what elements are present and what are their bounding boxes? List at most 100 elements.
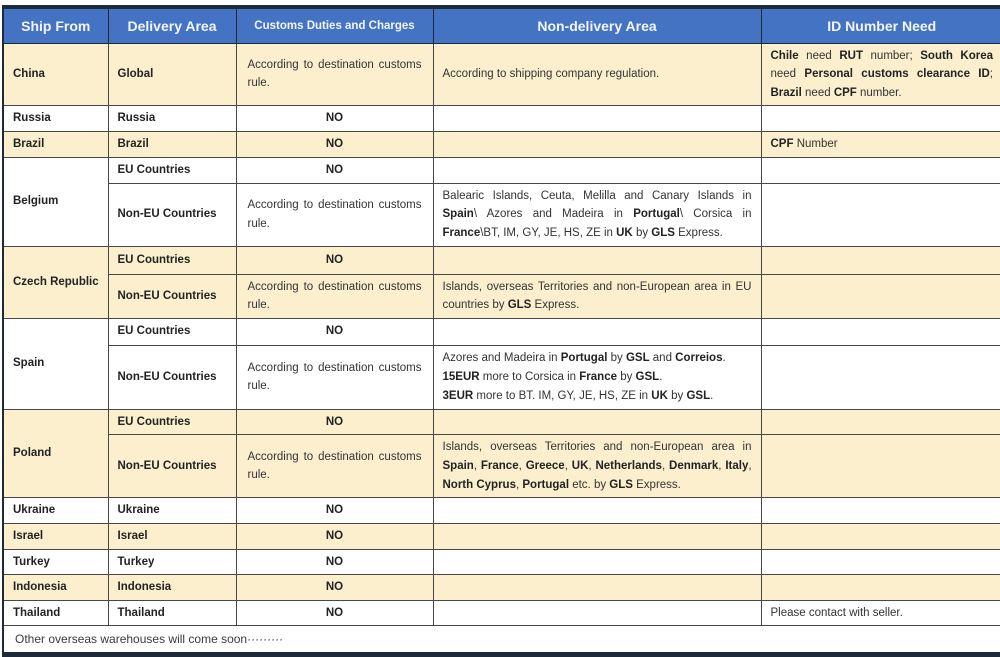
spain-eu-customs-cell: NO bbox=[235, 317, 434, 346]
belgium-non-eu-non-delivery-cell: Balearic Islands, Ceuta, Melilla and Can… bbox=[432, 182, 762, 247]
indonesia-delivery-area-cell: Indonesia bbox=[107, 574, 237, 601]
czech-eu-id-need-cell bbox=[760, 245, 1000, 275]
row-thailand: Thailand Thailand NO Please contact with… bbox=[2, 599, 1000, 627]
row-poland-non-eu: Non-EU Countries According to destinatio… bbox=[3, 434, 1000, 499]
poland-eu-non-delivery-cell bbox=[432, 408, 762, 436]
belgium-ship-from-cell: Belgium bbox=[2, 156, 109, 247]
poland-ship-from-cell: Poland bbox=[2, 408, 109, 499]
turkey-non-delivery-cell bbox=[432, 548, 762, 576]
israel-id-need-cell bbox=[760, 522, 1000, 550]
header-non-delivery-area: Non-delivery Area bbox=[432, 6, 762, 44]
thailand-id-need-cell: Please contact with seller. bbox=[760, 599, 1000, 627]
poland-eu-id-need-cell bbox=[760, 408, 1000, 436]
belgium-eu-area-cell: EU Countries bbox=[107, 156, 237, 184]
row-ukraine: Ukraine Ukraine NO bbox=[2, 497, 1000, 524]
turkey-customs-cell: NO bbox=[235, 548, 434, 576]
spain-non-eu-area-cell: Non-EU Countries bbox=[107, 344, 237, 410]
row-turkey: Turkey Turkey NO bbox=[2, 548, 1000, 576]
indonesia-id-need-cell bbox=[760, 574, 1000, 601]
china-ship-from-cell: China bbox=[2, 42, 109, 107]
header-ship-from: Ship From bbox=[2, 6, 109, 44]
row-spain-non-eu: Non-EU Countries According to destinatio… bbox=[3, 344, 1000, 410]
row-israel: Israel Israel NO bbox=[2, 522, 1000, 550]
row-poland-eu: Poland EU Countries NO bbox=[2, 408, 1000, 499]
thailand-delivery-area-cell: Thailand bbox=[107, 599, 237, 627]
israel-non-delivery-cell bbox=[432, 522, 762, 550]
header-customs-duties: Customs Duties and Charges bbox=[235, 6, 434, 44]
belgium-non-eu-id-need-cell bbox=[760, 182, 1000, 247]
row-czech-non-eu: Non-EU Countries According to destinatio… bbox=[3, 273, 1000, 319]
ukraine-ship-from-cell: Ukraine bbox=[2, 497, 109, 524]
czech-ship-from-cell: Czech Republic bbox=[2, 245, 109, 319]
china-delivery-area-cell: Global bbox=[107, 42, 237, 107]
brazil-delivery-area-cell: Brazil bbox=[107, 131, 237, 158]
header-row: Ship From Delivery Area Customs Duties a… bbox=[2, 6, 1000, 44]
indonesia-non-delivery-cell bbox=[432, 574, 762, 601]
israel-delivery-area-cell: Israel bbox=[107, 522, 237, 550]
belgium-eu-id-need-cell bbox=[760, 156, 1000, 184]
turkey-ship-from-cell: Turkey bbox=[2, 548, 109, 576]
russia-non-delivery-cell bbox=[432, 105, 762, 132]
czech-non-eu-non-delivery-cell: Islands, overseas Territories and non-Eu… bbox=[432, 273, 762, 319]
ukraine-customs-cell: NO bbox=[235, 497, 434, 524]
indonesia-ship-from-cell: Indonesia bbox=[2, 574, 109, 601]
poland-non-eu-id-need-cell bbox=[760, 434, 1000, 499]
belgium-non-eu-area-cell: Non-EU Countries bbox=[107, 182, 237, 247]
header-id-number-need: ID Number Need bbox=[760, 6, 1000, 44]
row-spain-eu: Spain EU Countries NO bbox=[2, 317, 1000, 410]
brazil-customs-cell: NO bbox=[235, 131, 434, 158]
row-footer-note: Other overseas warehouses will come soon… bbox=[2, 625, 1000, 656]
israel-ship-from-cell: Israel bbox=[2, 522, 109, 550]
ukraine-non-delivery-cell bbox=[432, 497, 762, 524]
poland-non-eu-area-cell: Non-EU Countries bbox=[107, 434, 237, 499]
spain-non-eu-non-delivery-cell: Azores and Madeira in Portugal by GSL an… bbox=[432, 344, 762, 410]
ukraine-delivery-area-cell: Ukraine bbox=[107, 497, 237, 524]
czech-non-eu-customs-cell: According to destination customs rule. bbox=[235, 273, 434, 319]
row-brazil: Brazil Brazil NO CPF Number bbox=[2, 131, 1000, 158]
row-russia: Russia Russia NO bbox=[2, 105, 1000, 132]
row-china: China Global According to destination cu… bbox=[2, 42, 1000, 107]
spain-eu-area-cell: EU Countries bbox=[107, 317, 237, 346]
spain-non-eu-id-need-cell bbox=[760, 344, 1000, 410]
czech-non-eu-area-cell: Non-EU Countries bbox=[107, 273, 237, 319]
header-delivery-area: Delivery Area bbox=[107, 6, 237, 44]
czech-eu-non-delivery-cell bbox=[432, 245, 762, 275]
turkey-delivery-area-cell: Turkey bbox=[107, 548, 237, 576]
israel-customs-cell: NO bbox=[235, 522, 434, 550]
ukraine-id-need-cell bbox=[760, 497, 1000, 524]
russia-customs-cell: NO bbox=[235, 105, 434, 132]
belgium-non-eu-customs-cell: According to destination customs rule. bbox=[235, 182, 434, 247]
russia-delivery-area-cell: Russia bbox=[107, 105, 237, 132]
poland-non-eu-customs-cell: According to destination customs rule. bbox=[235, 434, 434, 499]
china-customs-cell: According to destination customs rule. bbox=[235, 42, 434, 107]
spain-eu-non-delivery-cell bbox=[432, 317, 762, 346]
row-belgium-eu: Belgium EU Countries NO bbox=[2, 156, 1000, 247]
thailand-non-delivery-cell bbox=[432, 599, 762, 627]
czech-eu-customs-cell: NO bbox=[235, 245, 434, 275]
spain-eu-id-need-cell bbox=[760, 317, 1000, 346]
indonesia-customs-cell: NO bbox=[235, 574, 434, 601]
russia-ship-from-cell: Russia bbox=[2, 105, 109, 132]
spain-non-eu-customs-cell: According to destination customs rule. bbox=[235, 344, 434, 410]
row-indonesia: Indonesia Indonesia NO bbox=[2, 574, 1000, 601]
poland-eu-customs-cell: NO bbox=[235, 408, 434, 436]
belgium-eu-non-delivery-cell bbox=[432, 156, 762, 184]
brazil-ship-from-cell: Brazil bbox=[2, 131, 109, 158]
brazil-id-need-cell: CPF Number bbox=[760, 131, 1000, 158]
thailand-ship-from-cell: Thailand bbox=[2, 599, 109, 627]
belgium-eu-customs-cell: NO bbox=[235, 156, 434, 184]
poland-eu-area-cell: EU Countries bbox=[107, 408, 237, 436]
shipping-customs-table: Ship From Delivery Area Customs Duties a… bbox=[2, 5, 1000, 657]
turkey-id-need-cell bbox=[760, 548, 1000, 576]
czech-eu-area-cell: EU Countries bbox=[107, 245, 237, 275]
spain-ship-from-cell: Spain bbox=[2, 317, 109, 410]
china-id-need-cell: Chile need RUT number; South Korea need … bbox=[760, 42, 1000, 107]
brazil-non-delivery-cell bbox=[432, 131, 762, 158]
russia-id-need-cell bbox=[760, 105, 1000, 132]
thailand-customs-cell: NO bbox=[235, 599, 434, 627]
row-czech-eu: Czech Republic EU Countries NO bbox=[2, 245, 1000, 319]
china-non-delivery-cell: According to shipping company regulation… bbox=[432, 42, 762, 107]
footer-note-cell: Other overseas warehouses will come soon… bbox=[2, 625, 1000, 656]
table-header: Ship From Delivery Area Customs Duties a… bbox=[2, 6, 1000, 44]
czech-non-eu-id-need-cell bbox=[760, 273, 1000, 319]
